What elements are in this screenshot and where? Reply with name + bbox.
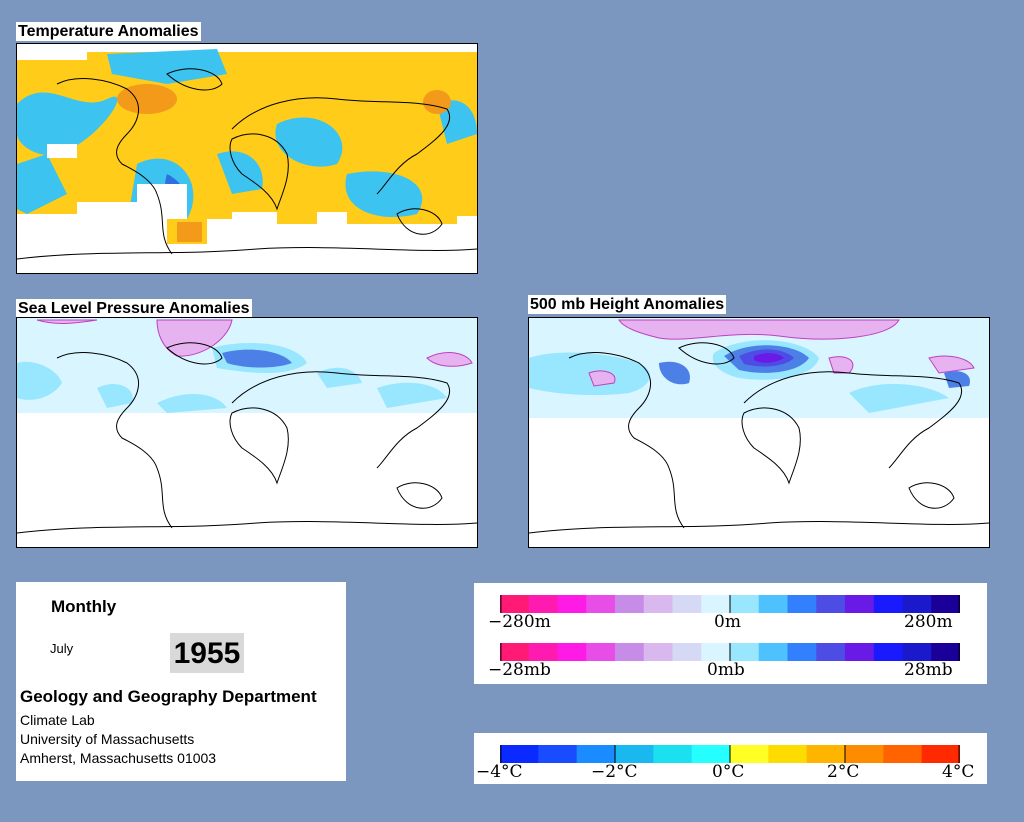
period-mode: Monthly: [51, 597, 117, 616]
temp-label-4: 2°C: [827, 762, 860, 782]
pressure-bar-swatch-16: [931, 643, 960, 661]
pressure-bar-swatch-12: [816, 643, 846, 661]
coastlines: [17, 342, 477, 534]
height-bar-swatch-8: [701, 595, 731, 613]
pressure-bar-swatch-5: [615, 643, 645, 661]
temp-label-5: 4°C: [942, 762, 975, 782]
temp-bar-swatch-3: [576, 745, 616, 763]
temperature-field: [17, 49, 477, 273]
temp-bar-swatch-2: [538, 745, 578, 763]
temp-bar-swatch-6: [691, 745, 731, 763]
height-bar-swatch-13: [845, 595, 875, 613]
temp-bar-swatch-5: [653, 745, 693, 763]
pressure-max-label: 28mb: [904, 660, 953, 680]
temp-label-3: 0°C: [712, 762, 745, 782]
pressure-bar-swatch-14: [873, 643, 903, 661]
temp-bar-swatch-12: [921, 745, 960, 763]
height-min-label: −280m: [488, 612, 551, 632]
temp-bar-swatch-9: [806, 745, 846, 763]
pressure-bar-swatch-10: [758, 643, 788, 661]
temp-bar-swatch-11: [883, 745, 923, 763]
height-bar-swatch-9: [730, 595, 760, 613]
slp-map-title: Sea Level Pressure Anomalies: [16, 299, 252, 318]
temp-bar-swatch-4: [615, 745, 654, 763]
year-display: 1955: [170, 633, 244, 673]
height-bar-swatch-3: [557, 595, 587, 613]
pressure-bar-swatch-13: [845, 643, 875, 661]
height-bar-swatch-1: [500, 595, 530, 613]
pressure-bar-swatch-8: [701, 643, 731, 661]
height-bar-swatch-12: [816, 595, 846, 613]
temperature-map-title: Temperature Anomalies: [16, 22, 201, 41]
temp-bar-swatch-7: [730, 745, 769, 763]
height-bar-swatch-5: [615, 595, 645, 613]
height-bar-swatch-15: [902, 595, 932, 613]
info-panel: Monthly July 1955 Geology and Geography …: [16, 582, 346, 781]
height-bar-swatch-11: [787, 595, 817, 613]
height-bar-swatch-10: [758, 595, 788, 613]
temp-bar-swatch-1: [500, 745, 539, 763]
height-bar-swatch-4: [586, 595, 616, 613]
height-bar-swatch-6: [643, 595, 673, 613]
pressure-bar-swatch-7: [672, 643, 702, 661]
pressure-bar-swatch-1: [500, 643, 530, 661]
temp-label-2: −2°C: [591, 762, 638, 782]
coastlines: [17, 68, 477, 260]
height-bar-swatch-2: [528, 595, 558, 613]
slp-anomaly-map: [16, 317, 478, 548]
height-bar-swatch-16: [931, 595, 960, 613]
pressure-bar-swatch-11: [787, 643, 817, 661]
height-bar-swatch-7: [672, 595, 702, 613]
pressure-bar-swatch-6: [643, 643, 673, 661]
height-bar-swatch-14: [873, 595, 903, 613]
temperature-anomaly-map: [16, 43, 478, 274]
temperature-legend: −4°C −2°C 0°C 2°C 4°C: [474, 733, 987, 784]
height-color-bar: [500, 595, 960, 613]
pressure-bar-swatch-15: [902, 643, 932, 661]
address: Amherst, Massachusetts 01003: [20, 750, 217, 766]
height-mid-label: 0m: [714, 612, 741, 632]
pressure-field: [17, 318, 477, 413]
month-label: July: [50, 641, 74, 656]
university-name: University of Massachusetts: [20, 731, 195, 747]
height500-anomaly-map: [528, 317, 990, 548]
height-max-label: 280m: [904, 612, 953, 632]
height500-map-title: 500 mb Height Anomalies: [528, 295, 727, 314]
pressure-bar-swatch-9: [730, 643, 760, 661]
temp-bar-swatch-10: [845, 745, 884, 763]
pressure-color-bar: [500, 643, 960, 661]
height-pressure-legend: −280m 0m 280m −28mb 0mb 28mb: [474, 583, 987, 684]
lab-name: Climate Lab: [20, 712, 95, 728]
pressure-bar-swatch-2: [528, 643, 558, 661]
temperature-color-bar: [500, 745, 960, 763]
height-field: [529, 318, 989, 418]
temp-label-1: −4°C: [476, 762, 523, 782]
pressure-bar-swatch-3: [557, 643, 587, 661]
department-name: Geology and Geography Department: [20, 687, 317, 706]
pressure-bar-swatch-4: [586, 643, 616, 661]
coastlines: [529, 342, 989, 534]
pressure-mid-label: 0mb: [707, 660, 745, 680]
pressure-min-label: −28mb: [488, 660, 551, 680]
temp-bar-swatch-8: [768, 745, 808, 763]
